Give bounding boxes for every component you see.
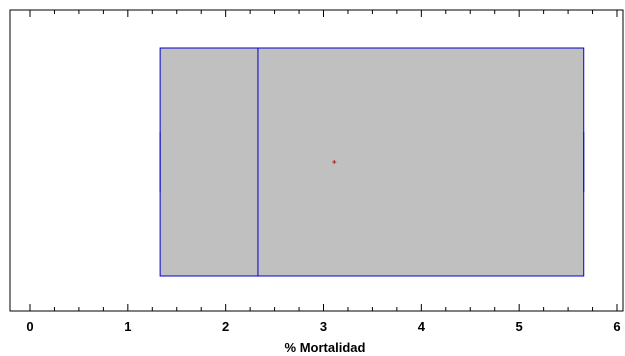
x-tick-label: 0 <box>26 319 33 334</box>
x-tick-label: 3 <box>320 319 327 334</box>
bottom-axis-ticks <box>29 304 618 311</box>
x-tick-labels: 0 1 2 3 4 5 6 <box>26 319 620 334</box>
top-axis-ticks <box>29 10 618 17</box>
x-tick-label: 2 <box>222 319 229 334</box>
x-tick-label: 4 <box>418 319 426 334</box>
x-axis-label: % Mortalidad <box>285 340 366 355</box>
x-tick-label: 1 <box>124 319 131 334</box>
x-tick-label: 5 <box>516 319 523 334</box>
box-iqr <box>159 47 585 277</box>
mean-marker <box>332 160 337 164</box>
x-tick-label: 6 <box>613 319 620 334</box>
